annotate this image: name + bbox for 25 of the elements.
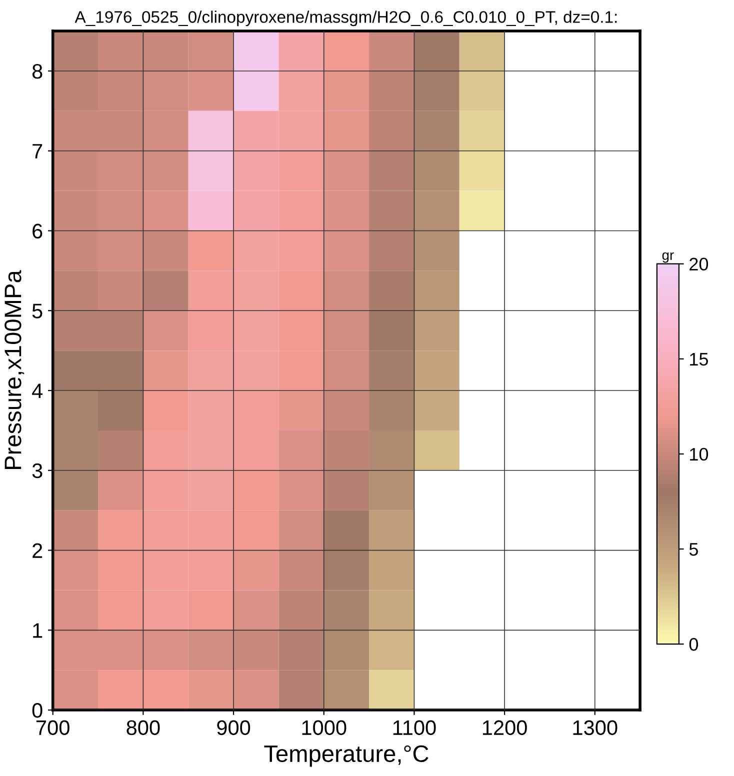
color-bar-label: 0	[689, 638, 698, 651]
y-tick-label: 0	[32, 703, 42, 718]
y-tick-label: 1	[33, 623, 42, 638]
y-axis-title: Pressure,x100MPa	[4, 270, 24, 469]
color-bar-label: 15	[690, 353, 708, 366]
x-tick-label: 1100	[393, 720, 436, 736]
x-tick-label: 1000	[302, 720, 346, 736]
y-tick-label: 6	[32, 224, 42, 238]
x-tick-label: 700	[36, 720, 70, 736]
y-tick-label: 7	[32, 144, 42, 158]
x-axis-title: Temperature,°C	[264, 745, 428, 767]
color-bar-label: 10	[690, 448, 708, 461]
y-tick-label: 2	[32, 543, 42, 558]
x-tick-label: 900	[217, 720, 250, 736]
x-tick-label: 1300	[573, 720, 618, 736]
y-tick-label: 4	[32, 384, 43, 398]
x-tick-label: 800	[126, 720, 160, 736]
color-bar-label: 20	[690, 258, 708, 271]
y-tick-label: 5	[32, 304, 42, 318]
chart-title: A_1976_0525_0/clinopyroxene/massgm/H2O_0.6_C0.010_0_PT, dz=0.1:	[74, 10, 617, 26]
color-bar-label: 5	[689, 543, 698, 556]
x-tick-label: 1200	[482, 720, 527, 736]
color-bar-title: gr	[662, 252, 674, 263]
y-tick-label: 8	[32, 64, 42, 79]
y-tick-label: 3	[32, 463, 42, 478]
